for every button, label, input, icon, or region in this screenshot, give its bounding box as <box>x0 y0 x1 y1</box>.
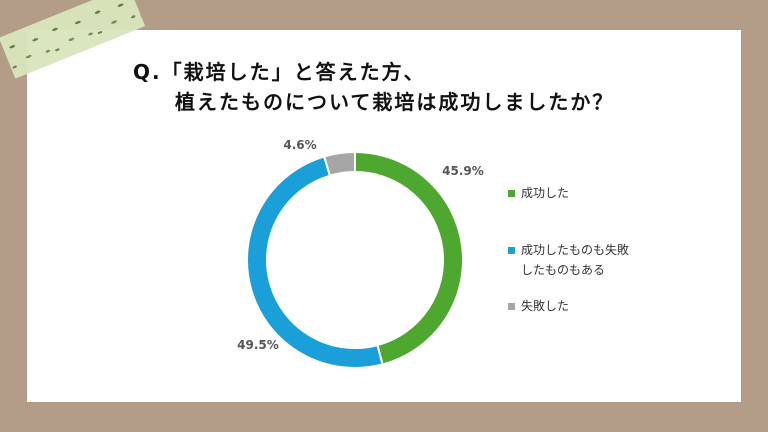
legend-item-mixed: 成功したものも失敗したものもある <box>508 240 631 280</box>
donut-slice-failure <box>322 150 356 177</box>
legend-item-success: 成功した <box>508 183 631 203</box>
question-title-line2: 植えたものについて栽培は成功しましたか？ <box>175 90 615 114</box>
legend-swatch-failure <box>508 303 515 310</box>
legend-label-mixed: 成功したものも失敗したものもある <box>521 243 630 277</box>
slide-card <box>27 30 741 402</box>
donut-slice-mixed <box>246 155 384 369</box>
legend-label-failure: 失敗した <box>521 299 570 313</box>
legend-item-failure: 失敗した <box>508 296 631 316</box>
data-label-failure: 4.6% <box>283 138 316 152</box>
donut-slice-success <box>354 150 464 366</box>
legend-swatch-mixed <box>508 247 515 254</box>
data-label-mixed: 49.5% <box>237 338 279 352</box>
data-label-success: 45.9% <box>442 164 484 178</box>
question-title-line1: Q.「栽培した」と答えた方、 <box>133 60 426 84</box>
legend-swatch-success <box>508 190 515 197</box>
legend-label-success: 成功した <box>521 186 570 200</box>
